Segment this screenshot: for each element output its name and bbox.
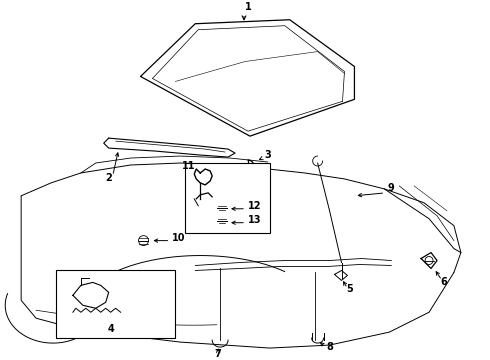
Text: 4: 4 (107, 324, 114, 334)
Text: 6: 6 (441, 278, 447, 287)
Bar (185, 163, 270, 233)
Text: 8: 8 (326, 342, 333, 352)
Text: 5: 5 (346, 284, 353, 294)
Bar (56, 270, 175, 338)
Text: 10: 10 (172, 233, 186, 243)
Text: 13: 13 (248, 215, 262, 225)
Text: 1: 1 (245, 2, 251, 12)
Text: 12: 12 (248, 201, 262, 211)
Text: 7: 7 (215, 349, 221, 359)
Text: 9: 9 (388, 183, 394, 193)
Text: 11: 11 (181, 161, 195, 171)
Text: 3: 3 (265, 150, 271, 160)
Text: 2: 2 (105, 173, 112, 183)
